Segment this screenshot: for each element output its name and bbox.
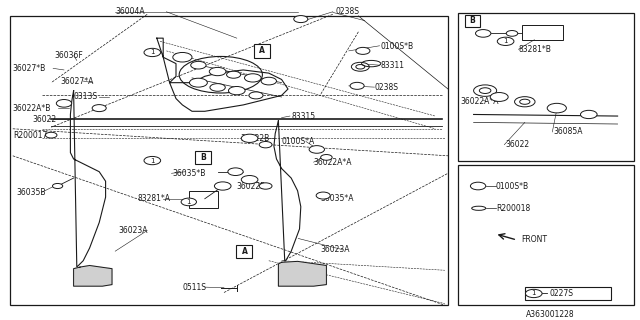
Polygon shape <box>278 261 326 286</box>
Circle shape <box>249 92 263 99</box>
Text: 36022A*B: 36022A*B <box>13 104 51 113</box>
Circle shape <box>506 30 518 36</box>
Text: R200018: R200018 <box>496 204 531 213</box>
Circle shape <box>209 68 226 76</box>
Text: 0100S*B: 0100S*B <box>381 42 414 51</box>
Bar <box>458 13 634 161</box>
Text: 36022A*A: 36022A*A <box>461 97 499 106</box>
Text: 36022A*A: 36022A*A <box>314 158 352 167</box>
Circle shape <box>515 97 535 107</box>
Circle shape <box>316 192 330 199</box>
Text: 1: 1 <box>186 199 191 205</box>
Text: 36022: 36022 <box>32 115 56 124</box>
Text: A: A <box>259 46 266 55</box>
Text: 0100S*B: 0100S*B <box>496 181 529 190</box>
Circle shape <box>181 198 196 206</box>
Circle shape <box>259 183 272 189</box>
Text: 0238S: 0238S <box>374 83 398 92</box>
Circle shape <box>580 110 597 119</box>
Circle shape <box>144 48 161 57</box>
Circle shape <box>56 100 72 107</box>
Circle shape <box>356 47 370 54</box>
Text: 36036F: 36036F <box>54 51 83 60</box>
Circle shape <box>92 105 106 112</box>
Text: 36027*B: 36027*B <box>13 64 46 73</box>
Text: 36022: 36022 <box>506 140 530 149</box>
Circle shape <box>144 156 161 165</box>
Text: 0313S: 0313S <box>74 92 98 101</box>
Text: 0100S*A: 0100S*A <box>282 137 315 146</box>
Circle shape <box>241 175 258 184</box>
Circle shape <box>45 132 57 138</box>
Text: 36004A: 36004A <box>115 7 145 16</box>
Circle shape <box>497 37 514 45</box>
Text: A: A <box>241 247 248 256</box>
Text: 36027*A: 36027*A <box>61 76 94 85</box>
Text: 0238S: 0238S <box>336 7 360 16</box>
Bar <box>237 244 253 258</box>
Text: 36035*B: 36035*B <box>173 169 206 178</box>
Circle shape <box>470 182 486 190</box>
Circle shape <box>261 77 276 85</box>
Text: 36035B: 36035B <box>16 188 45 197</box>
Bar <box>189 191 218 208</box>
Text: B: B <box>200 153 205 162</box>
Circle shape <box>474 85 497 96</box>
Circle shape <box>309 146 324 153</box>
Circle shape <box>241 134 258 142</box>
Text: 1: 1 <box>150 50 155 55</box>
Text: 36023A: 36023A <box>118 226 148 235</box>
Bar <box>254 44 270 58</box>
Circle shape <box>547 103 566 113</box>
Circle shape <box>244 74 261 82</box>
Text: 83315: 83315 <box>291 112 316 121</box>
Circle shape <box>350 82 364 89</box>
Text: 83281*A: 83281*A <box>138 194 171 203</box>
Circle shape <box>490 92 508 101</box>
Text: 0511S: 0511S <box>182 283 206 292</box>
Text: 83281*B: 83281*B <box>518 45 551 54</box>
Bar <box>458 165 634 305</box>
Text: FRONT: FRONT <box>522 235 548 244</box>
Circle shape <box>525 289 542 298</box>
Circle shape <box>227 71 241 78</box>
Text: 36085A: 36085A <box>554 127 583 136</box>
Bar <box>465 15 480 27</box>
Circle shape <box>228 168 243 175</box>
Text: 36022B: 36022B <box>237 181 266 190</box>
Circle shape <box>191 61 206 69</box>
Circle shape <box>228 86 245 95</box>
Text: 0227S: 0227S <box>549 289 573 298</box>
Circle shape <box>173 52 192 62</box>
Text: 1: 1 <box>531 291 536 297</box>
Circle shape <box>52 183 63 188</box>
Text: R200017: R200017 <box>13 131 47 140</box>
Text: 83311: 83311 <box>381 61 404 70</box>
Circle shape <box>214 182 231 190</box>
Circle shape <box>321 155 332 160</box>
Circle shape <box>476 29 491 37</box>
Circle shape <box>351 62 369 71</box>
Text: 1: 1 <box>150 157 155 164</box>
Text: 36023A: 36023A <box>320 245 349 254</box>
Text: B: B <box>470 16 475 25</box>
Circle shape <box>259 141 272 148</box>
Text: 36022B: 36022B <box>240 134 269 143</box>
Bar <box>10 16 448 305</box>
Text: 36035*A: 36035*A <box>320 194 353 203</box>
Circle shape <box>294 16 308 23</box>
Text: 1: 1 <box>503 38 508 44</box>
Bar <box>525 287 611 300</box>
Circle shape <box>210 84 225 91</box>
Text: A363001228: A363001228 <box>526 310 575 319</box>
Bar <box>522 25 563 40</box>
Polygon shape <box>74 266 112 286</box>
Circle shape <box>189 78 207 87</box>
Bar <box>195 151 211 164</box>
